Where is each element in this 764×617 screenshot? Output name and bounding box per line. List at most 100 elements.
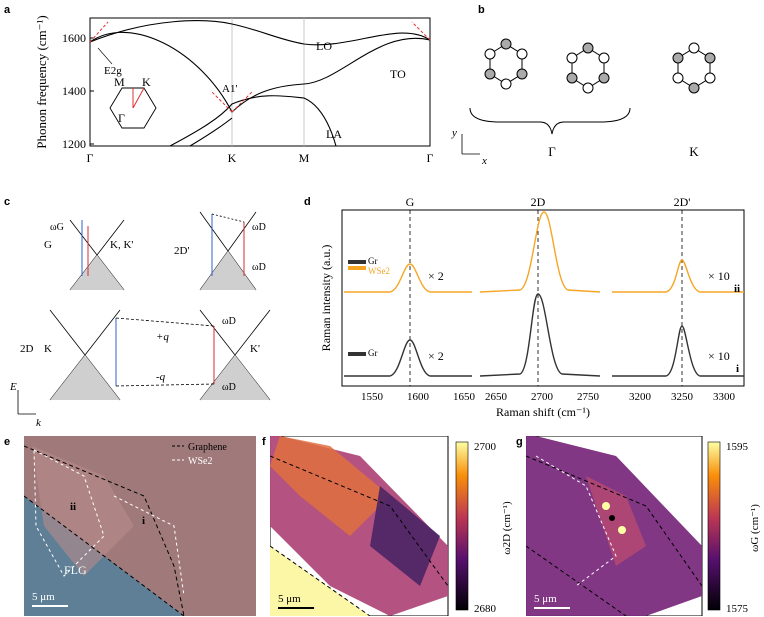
b-mode-e2g-2 xyxy=(566,42,610,94)
d-trace-wse2-2d xyxy=(479,211,601,293)
panel-a-dispersion: 1600 1400 1200 Phonon frequency (cm⁻¹) Γ… xyxy=(34,15,434,165)
g-cbar-min: 1575 xyxy=(726,603,749,615)
g-cbar-label: ωG (cm⁻¹) xyxy=(749,504,761,552)
a-ytick-1200: 1200 xyxy=(62,137,86,151)
f-scalebar: 5 μm xyxy=(278,593,301,605)
d-trace-wse2-g xyxy=(344,263,472,293)
a-bz-m: M xyxy=(114,75,125,89)
panel-b-modes: Γ K x y xyxy=(451,38,716,167)
d-xtick-2750: 2750 xyxy=(577,391,600,403)
a-label-a1: A1' xyxy=(222,83,237,95)
e-label-i: i xyxy=(142,515,145,527)
a-bz-hexagon xyxy=(109,87,157,129)
d-legend-bot-gr: Gr xyxy=(368,348,378,358)
c-omega-d-1: ωD xyxy=(252,222,266,233)
c-label-g: G xyxy=(44,239,52,251)
d-xtick-1600: 1600 xyxy=(407,391,430,403)
g-cbar-max: 1595 xyxy=(726,441,749,453)
e-legend-wse2: WSe2 xyxy=(188,456,212,467)
d-row-ii: ii xyxy=(734,283,740,295)
d-xtick-1550: 1550 xyxy=(361,391,384,403)
d-xlabel: Raman shift (cm⁻¹) xyxy=(496,405,590,419)
a-label-e2g: E2g xyxy=(104,65,122,77)
a-label-lo: LO xyxy=(316,39,332,53)
e-legend-graphene: Graphene xyxy=(188,442,227,453)
c-label-kk: K, K' xyxy=(110,239,133,251)
d-mult-top-2: × 2 xyxy=(428,269,444,283)
d-xtick-3300: 3300 xyxy=(713,391,736,403)
a-xtick-k: K xyxy=(228,151,237,165)
panel-label-e: e xyxy=(4,436,11,448)
a-ytick-1600: 1600 xyxy=(62,31,86,45)
c-label-2d: 2D xyxy=(20,343,34,355)
d-legend-top-gr: Gr xyxy=(368,256,378,266)
a-branch-to xyxy=(89,20,431,46)
c-label-kp: K' xyxy=(250,343,260,355)
a-label-to: TO xyxy=(390,67,406,81)
a-bz-k: K xyxy=(142,75,151,89)
d-trace-gr-g xyxy=(344,339,472,377)
c-omega-d-2: ωD xyxy=(252,262,266,273)
c-label-2dp: 2D' xyxy=(174,245,189,257)
b-mode-e2g-1 xyxy=(484,38,528,90)
d-xtick-2700: 2700 xyxy=(531,391,554,403)
d-ylabel: Raman intensity (a.u.) xyxy=(319,245,333,352)
b-brace xyxy=(469,107,631,135)
a-bz-gamma: Γ xyxy=(118,111,125,125)
panel-d-raman: G 2D 2D' × 2 × 10 × 2 × 10 ii i Gr WSe2 … xyxy=(319,195,745,419)
a-xtick-gamma2: Γ xyxy=(427,151,434,165)
d-peak-2d: 2D xyxy=(531,195,546,209)
c-axis-k: k xyxy=(36,417,42,429)
d-mult-top-10: × 10 xyxy=(708,269,730,283)
e-label-flg: FLG xyxy=(64,563,87,577)
c-plus-q: +q xyxy=(156,331,169,343)
a-branch-la xyxy=(169,95,337,147)
d-xtick-1650: 1650 xyxy=(453,391,476,403)
f-cbar-min: 2680 xyxy=(474,603,497,615)
panel-f-map-2d: 5 μm 2700 2680 ω2D (cm⁻¹) xyxy=(270,436,513,616)
g-scalebar: 5 μm xyxy=(534,593,557,605)
panel-label-b: b xyxy=(478,4,485,16)
a-xtick-m: M xyxy=(299,151,310,165)
b-axis-y: y xyxy=(451,127,457,139)
c-axis-e: E xyxy=(9,381,17,393)
panel-label-c: c xyxy=(4,196,11,208)
b-axis-x: x xyxy=(481,155,487,167)
e-scalebar: 5 μm xyxy=(32,591,55,603)
c-label-k: K xyxy=(44,343,52,355)
a-ylabel: Phonon frequency (cm⁻¹) xyxy=(34,15,49,149)
d-xtick-3250: 3250 xyxy=(671,391,694,403)
c-minus-q: -q xyxy=(156,371,166,383)
d-xtick-2650: 2650 xyxy=(485,391,508,403)
panel-label-f: f xyxy=(262,436,266,448)
d-trace-gr-2d xyxy=(479,293,601,377)
panel-c-processes: G K, K' ωG 2D' ωD ωD 2D K K' +q -q ωD ωD… xyxy=(9,211,271,429)
b-label-gamma: Γ xyxy=(548,144,556,159)
c-omega-g: ωG xyxy=(50,222,64,233)
d-trace-wse2-2dp xyxy=(612,259,744,293)
panel-e-optical: Graphene WSe2 ii i FLG 5 μm xyxy=(24,436,256,616)
e-label-ii: ii xyxy=(70,501,76,513)
b-mode-a1 xyxy=(672,42,716,94)
d-trace-gr-2dp xyxy=(612,325,744,377)
b-label-k: K xyxy=(689,144,699,159)
a-branch-lo xyxy=(89,31,431,113)
a-label-la: LA xyxy=(326,127,342,141)
a-xtick-gamma1: Γ xyxy=(87,151,94,165)
panel-label-g: g xyxy=(516,436,523,448)
panel-label-a: a xyxy=(4,4,11,16)
f-cbar-label: ω2D (cm⁻¹) xyxy=(501,501,513,555)
f-colorbar xyxy=(455,441,469,611)
c-omega-d-4: ωD xyxy=(222,382,236,393)
d-legend-top-wse2: WSe2 xyxy=(368,266,390,276)
c-omega-d-3: ωD xyxy=(222,316,236,327)
d-mult-bot-10: × 10 xyxy=(708,349,730,363)
f-cbar-max: 2700 xyxy=(474,441,497,453)
a-ytick-1400: 1400 xyxy=(62,84,86,98)
d-row-i: i xyxy=(736,363,739,375)
panel-g-map-g: 5 μm 1595 1575 ωG (cm⁻¹) xyxy=(526,436,761,616)
d-xtick-3200: 3200 xyxy=(629,391,652,403)
g-colorbar xyxy=(707,441,721,611)
d-peak-g: G xyxy=(406,195,415,209)
d-mult-bot-2: × 2 xyxy=(428,349,444,363)
